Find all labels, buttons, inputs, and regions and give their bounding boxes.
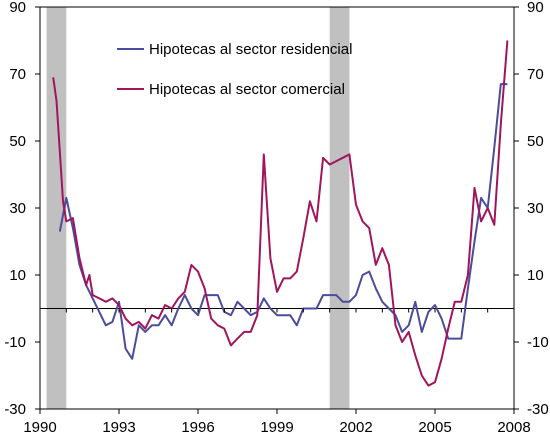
recession-shading-group [46,7,350,409]
y-tick-label-right: 30 [527,200,544,217]
recession-band-2 [329,7,350,409]
y-tick-label-right: -10 [527,334,549,351]
tick-group: 1990 1993 1996 1999 2002 2005 2008-30 -30-10 -10… [4,0,548,436]
y-tick-label-right: -30 [527,401,549,418]
x-tick-label: 2002 [339,419,372,436]
series-line-2 [52,40,509,387]
x-tick-label: 1999 [260,419,293,436]
legend-label-2: Hipotecas al sector comercial [149,81,345,98]
y-tick-label-left: -10 [4,334,26,351]
legend: Hipotecas al sector residencial Hipotecas… [117,41,352,98]
legend-label-1: Hipotecas al sector residencial [149,41,352,58]
y-tick-label-left: -30 [4,401,26,418]
y-tick-label-left: 70 [9,66,26,83]
series-line-1 [58,83,508,360]
series-group [52,40,509,387]
x-tick-label: 2008 [497,419,530,436]
y-tick-label-left: 10 [9,267,26,284]
x-tick-label: 1996 [181,419,214,436]
x-tick-label: 1993 [102,419,135,436]
y-tick-label-right: 90 [527,0,544,16]
x-tick-label: 1990 [23,419,56,436]
y-tick-label-right: 10 [527,267,544,284]
y-tick-label-right: 50 [527,133,544,150]
y-tick-label-right: 70 [527,66,544,83]
y-tick-label-left: 50 [9,133,26,150]
y-tick-label-left: 30 [9,200,26,217]
y-tick-label-left: 90 [9,0,26,16]
x-tick-label: 2005 [418,419,451,436]
